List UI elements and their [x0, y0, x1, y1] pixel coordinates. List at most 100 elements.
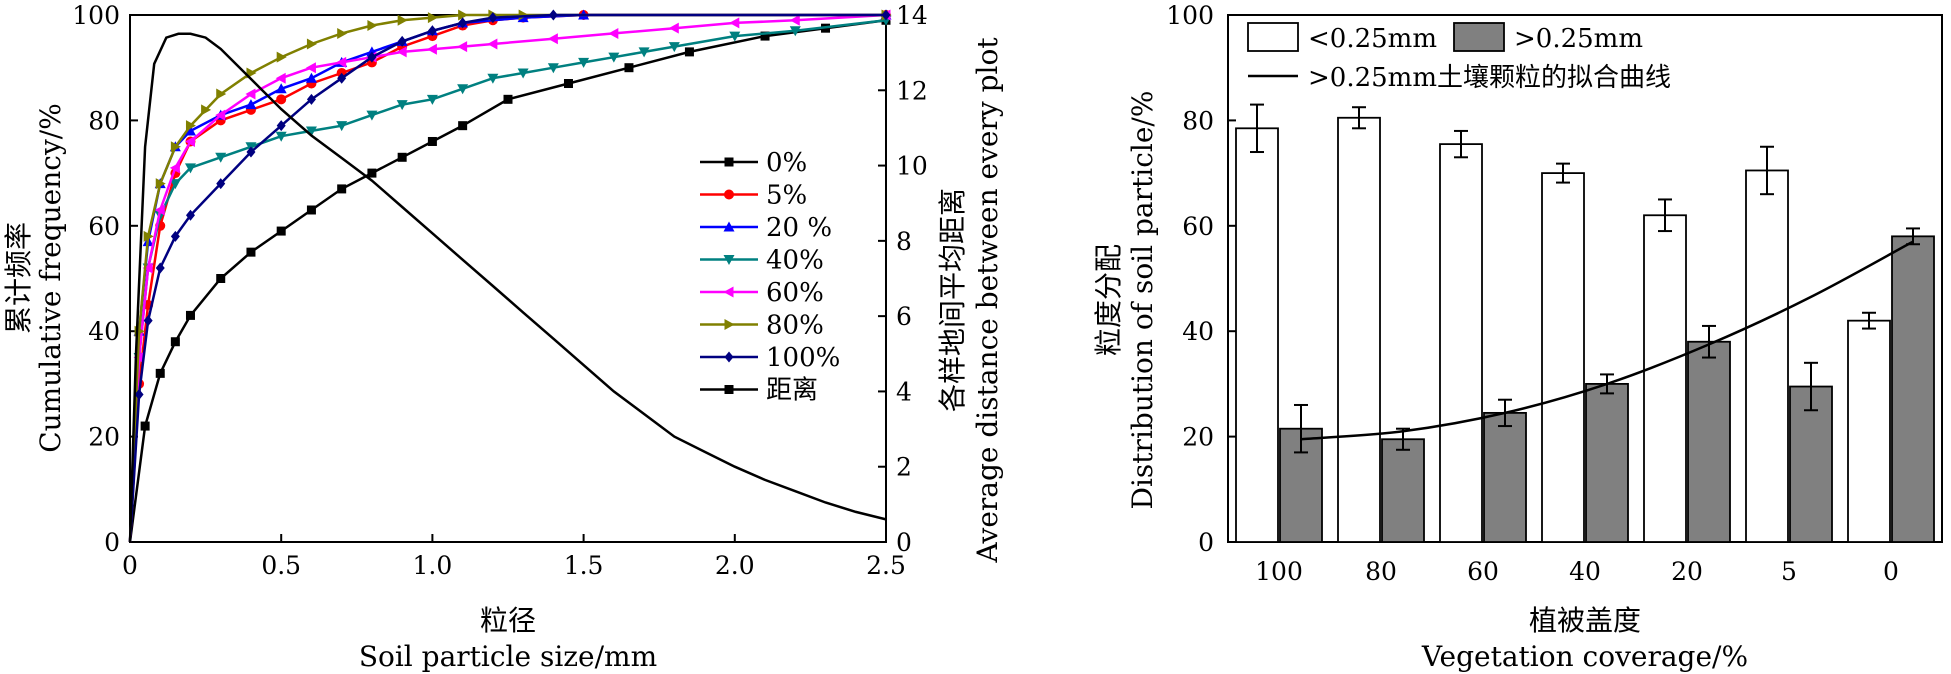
series-0: [128, 15, 891, 543]
left-y-tick-label: 60: [88, 212, 120, 241]
right-x-ticks: 100 80 60 40 20 5 0: [1255, 557, 1899, 586]
left-y-tick-label: 40: [88, 317, 120, 346]
data-point-0: [367, 168, 377, 178]
data-point-100: [155, 262, 165, 274]
left-xlabel-en: Soil particle size/mm: [359, 640, 657, 673]
left-y2-tick-label: 14: [896, 1, 928, 30]
data-point-100: [548, 9, 558, 21]
left-y-tick-label: 0: [104, 528, 120, 557]
data-point-40: [457, 84, 469, 95]
data-point-0: [760, 31, 770, 41]
data-point-100: [246, 146, 256, 158]
data-point-100: [170, 230, 180, 242]
left-ylabel-cn: 累计频率: [2, 222, 35, 334]
data-point-40: [169, 179, 181, 190]
legend-label-fit: >0.25mm土壤颗粒的拟合曲线: [1308, 63, 1671, 93]
data-point-40: [789, 26, 801, 37]
data-point-40: [729, 31, 741, 42]
legend-marker: [723, 286, 734, 298]
left-x-tick-label: 2.5: [866, 551, 906, 580]
data-point-0: [140, 421, 150, 431]
data-point-20: [275, 83, 287, 94]
data-point-0: [306, 205, 316, 215]
right-bars: [1235, 103, 1935, 543]
left-xlabel-cn: 粒径: [480, 604, 536, 637]
data-point-60: [154, 204, 165, 216]
left-y2-tick-label: 4: [896, 377, 912, 406]
data-point-100: [134, 388, 144, 400]
legend-marker: [724, 189, 734, 200]
right-x-tick-label: 40: [1569, 557, 1601, 586]
legend-marker: [724, 351, 734, 363]
left-y-tick-label: 100: [72, 1, 120, 30]
data-point-100: [367, 51, 377, 63]
data-point-0: [563, 79, 573, 89]
left-x-tick-label: 1.0: [413, 551, 453, 580]
data-point-0: [246, 247, 256, 257]
right-plot-frame: [1227, 14, 1943, 543]
left-x-tick-label: 0: [122, 551, 138, 580]
data-point-100: [306, 93, 316, 105]
data-point-40: [668, 42, 680, 53]
data-point-0: [624, 63, 634, 73]
right-xlabel-en: Vegetation coverage/%: [1421, 640, 1748, 673]
data-point-100: [458, 17, 468, 29]
left-y2-tick-label: 8: [896, 227, 912, 256]
data-point-100: [185, 209, 195, 221]
right-fit-curve: [1300, 240, 1914, 441]
data-point-0: [276, 226, 286, 236]
data-point-0: [185, 310, 195, 320]
right-x-tick-label: 20: [1671, 557, 1703, 586]
right-xlabel-cn: 植被盖度: [1529, 604, 1641, 637]
bar-gt025: [1891, 235, 1935, 543]
data-point-60: [457, 41, 468, 53]
data-point-100: [216, 178, 226, 190]
data-point-40: [184, 163, 196, 174]
left-x-tick-label: 2.0: [715, 551, 755, 580]
left-y2-tick-label: 2: [896, 453, 912, 482]
data-point-80: [337, 27, 348, 39]
data-point-20: [184, 125, 196, 136]
data-point-60: [729, 17, 740, 29]
right-legend: <0.25mm >0.25mm >0.25mm土壤颗粒的拟合曲线: [1247, 22, 1671, 93]
legend-label: 距离: [766, 376, 818, 406]
right-y-tick-label: 0: [1198, 528, 1214, 557]
data-point-0: [216, 274, 226, 283]
legend-label: 20 %: [766, 213, 832, 243]
data-point-100: [881, 9, 891, 21]
data-point-80: [185, 120, 196, 132]
left-x-tick-label: 1.5: [564, 551, 604, 580]
legend-label: 0%: [766, 148, 807, 178]
right-ylabel-cn: 粒度分配: [1092, 244, 1125, 356]
series-dist: [128, 32, 887, 543]
legend-label: 5%: [766, 181, 807, 211]
series-5: [128, 10, 891, 543]
data-point-5: [276, 94, 287, 105]
data-point-100: [427, 25, 437, 37]
data-point-60: [245, 88, 256, 100]
data-point-40: [517, 68, 529, 79]
left-y-ticks: 0 20 40 60 80 100: [72, 1, 138, 557]
bar-lt025: [1235, 127, 1279, 543]
data-point-80: [143, 230, 154, 242]
data-point-40: [215, 152, 227, 163]
bar-lt025: [1847, 319, 1891, 543]
legend-label: 100%: [766, 343, 840, 373]
right-x-tick-label: 100: [1255, 557, 1303, 586]
data-point-20: [305, 72, 317, 83]
data-point-40: [275, 131, 287, 142]
data-point-80: [276, 51, 287, 63]
data-point-0: [458, 121, 468, 131]
legend-label: 40%: [766, 246, 824, 276]
bar-gt025: [1789, 385, 1833, 543]
legend-marker: [723, 255, 735, 265]
right-y-tick-label: 40: [1182, 317, 1214, 346]
data-point-80: [518, 9, 529, 21]
series-100: [128, 9, 891, 543]
data-point-0: [503, 94, 513, 104]
left-y2label-en: Average distance between every plot: [971, 37, 1004, 564]
data-point-0: [155, 368, 165, 378]
data-point-60: [547, 33, 558, 45]
left-y2-tick-label: 0: [896, 528, 912, 557]
left-x-ticks: 0 0.5 1.0 1.5 2.0 2.5: [122, 534, 906, 580]
